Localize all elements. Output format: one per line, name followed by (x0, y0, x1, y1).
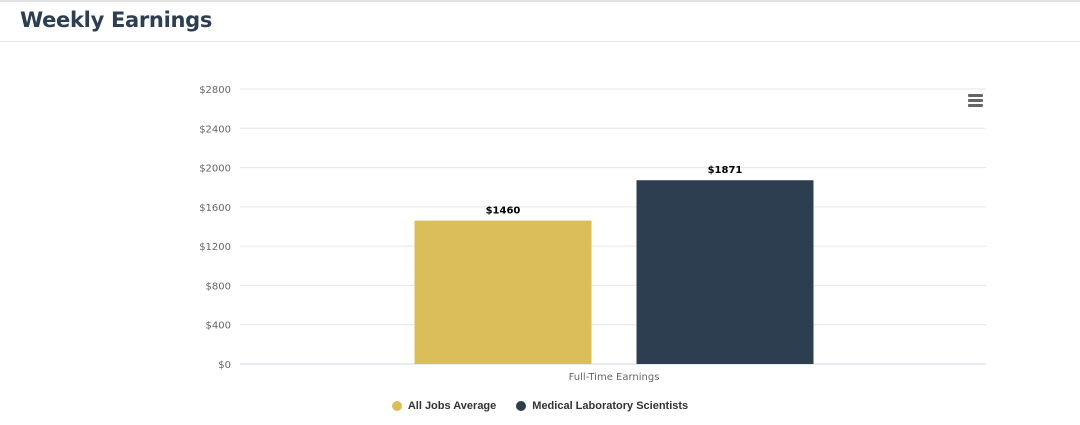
bar-value-label: $1871 (708, 165, 743, 176)
data-labels: $1460 $1871 (486, 165, 743, 216)
y-tick-label: $800 (206, 281, 231, 292)
bar-value-label: $1460 (486, 206, 521, 217)
menu-bar-line (968, 99, 983, 102)
section-title: Weekly Earnings (20, 8, 213, 32)
y-tick-label: $1600 (199, 203, 231, 214)
legend-marker (516, 401, 527, 411)
bar-chart: $0 $400 $800 $1200 $1600 $2000 $2400 $2800 $146… (199, 85, 986, 383)
y-axis-labels: $0 $400 $800 $1200 $1600 $2000 $2400 $2800 (199, 85, 231, 371)
legend-label: Medical Laboratory Scientists (532, 400, 689, 412)
bars (414, 180, 814, 364)
chart-container: $0 $400 $800 $1200 $1600 $2000 $2400 $2800 $146… (0, 42, 1080, 420)
x-axis-labels: Full-Time Earnings (569, 372, 660, 383)
bar[interactable] (636, 180, 814, 364)
menu-bar-line (968, 104, 983, 107)
grid-lines (240, 88, 986, 365)
top-border (0, 0, 1080, 2)
x-tick-label: Full-Time Earnings (569, 372, 660, 383)
y-tick-label: $2800 (199, 85, 231, 96)
legend-item[interactable]: All Jobs Average (391, 398, 497, 414)
menu-bar-line (968, 94, 983, 97)
legend-marker (391, 401, 402, 411)
bar[interactable] (414, 220, 592, 364)
y-tick-label: $400 (206, 321, 231, 332)
legend-label: All Jobs Average (407, 400, 497, 412)
chart-legend: All Jobs Average Medical Laboratory Scien… (0, 398, 1080, 414)
y-tick-label: $1200 (199, 242, 231, 253)
y-tick-label: $0 (218, 360, 231, 371)
section-header: Weekly Earnings (0, 2, 1080, 42)
chart-menu-icon[interactable] (966, 94, 986, 108)
y-tick-label: $2000 (199, 164, 231, 175)
y-tick-label: $2400 (199, 124, 231, 135)
legend-item[interactable]: Medical Laboratory Scientists (516, 398, 688, 414)
